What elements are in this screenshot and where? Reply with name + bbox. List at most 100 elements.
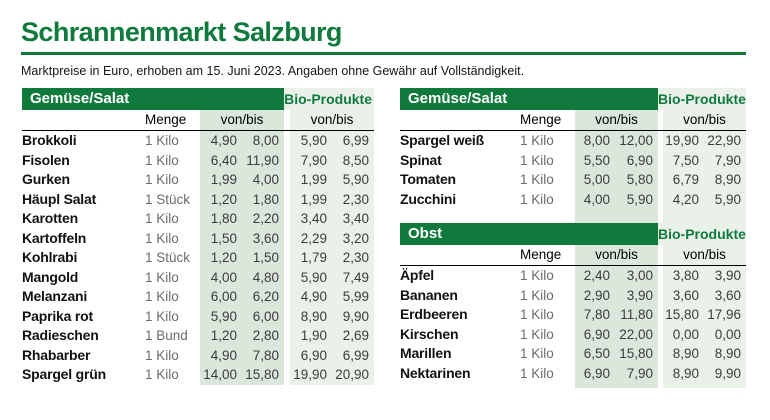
- product-name: Spargel grün: [22, 366, 106, 382]
- menge-value: 1 Bund: [145, 328, 188, 343]
- product-name: Mangold: [22, 268, 79, 285]
- menge-header: Menge: [520, 112, 562, 127]
- product-name: Spargel weiß: [400, 132, 484, 148]
- bio-price-bis: 5,90: [332, 170, 374, 190]
- bio-price-bis: 3,40: [332, 209, 374, 229]
- price-bis: 1,50: [242, 248, 284, 268]
- product-name: Rhabarber: [22, 346, 91, 363]
- table-row: Kirschen 1 Kilo 6,90 22,00 0,00 0,00: [400, 324, 746, 344]
- menge-value: 1 Kilo: [145, 289, 179, 304]
- bio-price-von: 4,20: [663, 189, 704, 209]
- table-row: Zucchini 1 Kilo 4,00 5,90 4,20 5,90: [400, 189, 746, 209]
- menge-value: 1 Kilo: [520, 268, 554, 283]
- gemuese-table-right: Gemüse/Salat Bio-Produkte Menge von/bis …: [400, 88, 746, 209]
- price-von: 4,90: [200, 131, 242, 151]
- price-von: 1,99: [200, 170, 242, 190]
- menge-value: 1 Kilo: [145, 172, 179, 187]
- price-bis: 6,90: [615, 150, 658, 170]
- bio-price-bis: 2,69: [332, 326, 374, 346]
- product-name: Nektarinen: [400, 364, 471, 381]
- price-von: 14,00: [200, 365, 242, 385]
- price-bis: 15,80: [242, 365, 284, 385]
- bio-price-von: 3,80: [663, 266, 704, 286]
- price-bis: 6,00: [242, 306, 284, 326]
- product-name: Tomaten: [400, 171, 456, 187]
- menge-value: 1 Kilo: [145, 269, 179, 285]
- empty-header-cell: [22, 110, 145, 130]
- menge-value: 1 Kilo: [145, 211, 179, 226]
- bio-produkte-label: Bio-Produkte: [658, 223, 746, 245]
- menge-value: 1 Kilo: [145, 347, 179, 363]
- price-bis: 5,90: [615, 189, 658, 209]
- price-von: 6,50: [575, 344, 615, 364]
- table-row: Karotten 1 Kilo 1,80 2,20 3,40 3,40: [22, 209, 374, 229]
- table-header-bar: Obst Bio-Produkte: [400, 223, 746, 245]
- bio-vonbis-header: von/bis: [663, 245, 746, 265]
- price-von: 6,40: [200, 150, 242, 170]
- price-von: 6,90: [575, 363, 615, 383]
- menge-value: 1 Kilo: [520, 287, 554, 303]
- bio-price-von: 8,90: [663, 344, 704, 364]
- vonbis-header: von/bis: [575, 110, 658, 130]
- menge-value: 1 Kilo: [145, 133, 179, 148]
- product-name: Marillen: [400, 345, 452, 361]
- bio-price-bis: 9,90: [332, 306, 374, 326]
- price-bis: 5,80: [615, 170, 658, 190]
- product-name: Kartoffeln: [22, 229, 87, 246]
- table-row: Rhabarber 1 Kilo 4,90 7,80 6,90 6,99: [22, 345, 374, 365]
- product-name: Kohlrabi: [22, 249, 78, 265]
- menge-value: 1 Kilo: [520, 346, 554, 361]
- price-von: 2,40: [575, 266, 615, 286]
- table-row: Bananen 1 Kilo 2,90 3,90 3,60 3,60: [400, 285, 746, 305]
- vonbis-header: von/bis: [575, 245, 658, 265]
- table-row: Spargel grün 1 Kilo 14,00 15,80 19,90 20…: [22, 365, 374, 385]
- price-von: 5,90: [200, 306, 242, 326]
- menge-value: 1 Kilo: [520, 365, 554, 381]
- bio-price-von: 8,90: [663, 363, 704, 383]
- product-name: Melanzani: [22, 288, 88, 304]
- bio-price-von: 7,90: [290, 150, 332, 170]
- page-title: Schrannenmarkt Salzburg: [21, 17, 342, 47]
- bio-price-bis: 20,90: [332, 365, 374, 385]
- bio-price-bis: 6,99: [332, 345, 374, 365]
- category-label: Gemüse/Salat: [400, 88, 658, 110]
- table-row: Kohlrabi 1 Stück 1,20 1,50 1,79 2,30: [22, 248, 374, 268]
- menge-value: 1 Kilo: [520, 152, 554, 168]
- menge-value: 1 Kilo: [145, 152, 179, 168]
- price-bis: 15,80: [615, 344, 658, 364]
- price-bis: 2,20: [242, 209, 284, 229]
- table-header-bar: Gemüse/Salat Bio-Produkte: [400, 88, 746, 110]
- bio-price-bis: 8,90: [704, 170, 746, 190]
- price-von: 4,00: [200, 267, 242, 287]
- bio-price-bis: 3,60: [704, 285, 746, 305]
- table-header-bar: Gemüse/Salat Bio-Produkte: [22, 88, 374, 110]
- product-name: Karotten: [22, 210, 78, 226]
- bio-price-bis: 7,90: [704, 150, 746, 170]
- bio-price-bis: 5,90: [704, 189, 746, 209]
- empty-header-cell: [400, 110, 520, 130]
- bio-vonbis-header: von/bis: [290, 110, 374, 130]
- price-bis: 12,00: [615, 131, 658, 151]
- menge-header: Menge: [145, 112, 187, 127]
- column-spacer: [400, 209, 746, 223]
- bio-vonbis-header: von/bis: [663, 110, 746, 130]
- bio-price-bis: 3,90: [704, 266, 746, 286]
- table-row: Häupl Salat 1 Stück 1,20 1,80 1,99 2,30: [22, 189, 374, 209]
- price-bis: 2,80: [242, 326, 284, 346]
- price-bis: 7,90: [615, 363, 658, 383]
- bio-price-von: 8,90: [290, 306, 332, 326]
- bio-price-von: 5,90: [290, 131, 332, 151]
- price-von: 1,20: [200, 326, 242, 346]
- bio-price-von: 0,00: [663, 324, 704, 344]
- column-header-row: Menge von/bis von/bis: [400, 245, 746, 266]
- price-bis: 7,80: [242, 345, 284, 365]
- menge-header: Menge: [520, 247, 562, 262]
- bio-price-bis: 0,00: [704, 324, 746, 344]
- bio-price-von: 3,60: [663, 285, 704, 305]
- table-body: Spargel weiß 1 Kilo 8,00 12,00 19,90 22,…: [400, 131, 746, 209]
- bio-price-bis: 8,50: [332, 150, 374, 170]
- price-bis: 4,80: [242, 267, 284, 287]
- price-von: 5,00: [575, 170, 615, 190]
- table-row: Paprika rot 1 Kilo 5,90 6,00 8,90 9,90: [22, 306, 374, 326]
- obst-table: Obst Bio-Produkte Menge von/bis von/bis …: [400, 223, 746, 388]
